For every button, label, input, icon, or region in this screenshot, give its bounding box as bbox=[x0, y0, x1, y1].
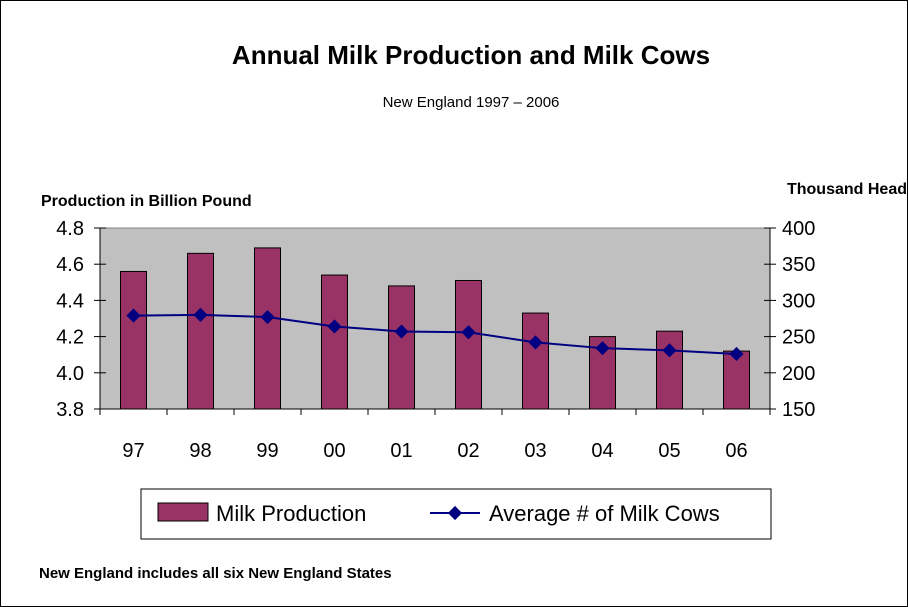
left-y-tick-label: 3.8 bbox=[56, 399, 84, 421]
bar-milk-production-98 bbox=[187, 252, 214, 410]
point-milk-cows-03 bbox=[528, 335, 543, 350]
bar-milk-production-00 bbox=[321, 274, 348, 410]
bar-milk-production-05 bbox=[656, 330, 683, 410]
legend-bar-swatch bbox=[157, 502, 209, 522]
right-y-tick-label: 350 bbox=[782, 254, 815, 276]
footnote: New England includes all six New England… bbox=[39, 565, 392, 582]
x-tick-label: 02 bbox=[457, 440, 479, 462]
x-tick-label: 05 bbox=[658, 440, 680, 462]
x-tick-label: 06 bbox=[725, 440, 747, 462]
x-tick-label: 03 bbox=[524, 440, 546, 462]
point-milk-cows-98 bbox=[193, 307, 208, 322]
x-tick-label: 01 bbox=[390, 440, 412, 462]
x-tick-label: 00 bbox=[323, 440, 345, 462]
left-axis-title: Production in Billion Pound bbox=[41, 193, 252, 210]
left-y-tick-label: 4.4 bbox=[56, 290, 84, 312]
point-milk-cows-99 bbox=[260, 309, 275, 325]
x-tick-label: 98 bbox=[189, 440, 211, 462]
chart-title: Annual Milk Production and Milk Cows bbox=[232, 40, 710, 70]
right-axis-title: Thousand Head bbox=[787, 181, 907, 198]
right-y-tick-label: 400 bbox=[782, 218, 815, 240]
x-tick-label: 97 bbox=[122, 440, 144, 462]
bar-milk-production-97 bbox=[120, 270, 147, 410]
right-y-tick-label: 150 bbox=[782, 399, 815, 421]
right-y-tick-label: 250 bbox=[782, 327, 815, 349]
line-milk-cows bbox=[133, 313, 737, 355]
bar-milk-production-03 bbox=[522, 312, 549, 410]
right-y-tick-label: 200 bbox=[782, 363, 815, 385]
left-y-tick-label: 4.8 bbox=[56, 218, 84, 240]
legend-label-milk-cows: Average # of Milk Cows bbox=[489, 501, 720, 526]
legend-label-milk-production: Milk Production bbox=[216, 501, 366, 526]
point-milk-cows-05 bbox=[662, 343, 677, 358]
chart-subtitle: New England 1997 – 2006 bbox=[383, 94, 560, 111]
left-y-tick-label: 4.2 bbox=[56, 327, 84, 349]
point-milk-cows-04 bbox=[595, 341, 610, 356]
bar-milk-production-99 bbox=[254, 247, 281, 410]
x-tick-label: 04 bbox=[591, 440, 613, 462]
right-y-tick-label: 300 bbox=[782, 290, 815, 312]
x-tick-label: 99 bbox=[256, 440, 278, 462]
left-y-tick-label: 4.6 bbox=[56, 254, 84, 276]
bar-milk-production-01 bbox=[388, 285, 415, 410]
bar-milk-production-02 bbox=[455, 279, 482, 410]
point-milk-cows-02 bbox=[461, 325, 476, 340]
point-milk-cows-01 bbox=[394, 324, 409, 339]
point-milk-cows-00 bbox=[327, 319, 342, 334]
point-milk-cows-06 bbox=[729, 346, 744, 362]
left-y-tick-label: 4.0 bbox=[56, 363, 84, 385]
legend-diamond-marker bbox=[447, 505, 463, 521]
point-milk-cows-97 bbox=[126, 308, 141, 323]
